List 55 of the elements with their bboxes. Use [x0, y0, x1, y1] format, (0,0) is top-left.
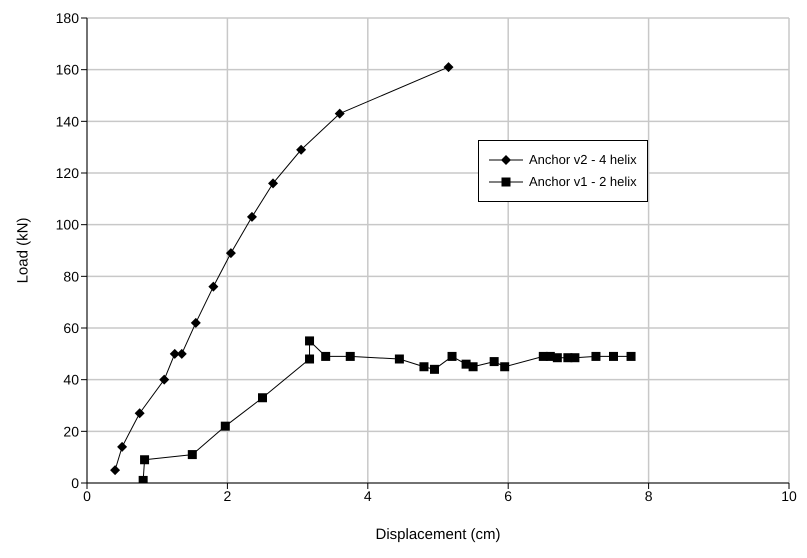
x-tick-label: 8 [644, 488, 653, 504]
x-tick-label: 10 [781, 488, 797, 504]
point [430, 364, 439, 374]
y-tick-label: 120 [56, 164, 80, 181]
point [609, 352, 618, 361]
y-tick-label: 180 [56, 10, 80, 26]
point [220, 422, 230, 431]
y-tick-label: 80 [63, 268, 80, 284]
y-axis-title: Load (kN) [14, 218, 32, 284]
point [138, 476, 148, 483]
point [140, 455, 150, 464]
point [468, 362, 478, 372]
point [226, 248, 236, 258]
point [117, 442, 128, 452]
y-tick-label: 60 [63, 320, 80, 336]
point [246, 212, 257, 222]
point [321, 352, 330, 361]
y-tick-label: 100 [56, 216, 80, 233]
point [296, 144, 306, 155]
point [134, 408, 145, 418]
point [490, 357, 499, 366]
legend-label: Anchor v2 - 4 helix [529, 151, 637, 169]
point [159, 374, 170, 385]
point [208, 282, 218, 292]
point [305, 336, 314, 346]
x-tick-label: 4 [364, 488, 372, 504]
point [419, 362, 428, 372]
point [334, 108, 345, 119]
y-tick-label: 40 [63, 372, 80, 388]
point [305, 354, 314, 364]
y-tick-label: 160 [56, 62, 80, 78]
point [552, 353, 562, 362]
x-tick-label: 6 [504, 488, 512, 504]
y-tick-label: 20 [63, 423, 80, 440]
point [188, 450, 197, 460]
point [500, 362, 510, 372]
y-tick-label: 140 [56, 113, 80, 130]
point [110, 465, 120, 476]
point [176, 348, 187, 359]
point [170, 348, 180, 359]
x-tick-label: 0 [83, 488, 92, 504]
point [570, 353, 580, 362]
point [346, 352, 355, 361]
x-tick-label: 2 [224, 488, 232, 504]
point [626, 352, 636, 361]
x-axis-title: Displacement (cm) [375, 526, 501, 543]
point [258, 393, 267, 402]
legend-label: Anchor v1 - 2 helix [529, 173, 637, 191]
point [444, 62, 454, 72]
point [448, 352, 457, 361]
point [394, 354, 404, 364]
point [190, 318, 201, 328]
point [591, 352, 600, 361]
point [268, 178, 278, 188]
y-tick-label: 0 [71, 474, 80, 491]
